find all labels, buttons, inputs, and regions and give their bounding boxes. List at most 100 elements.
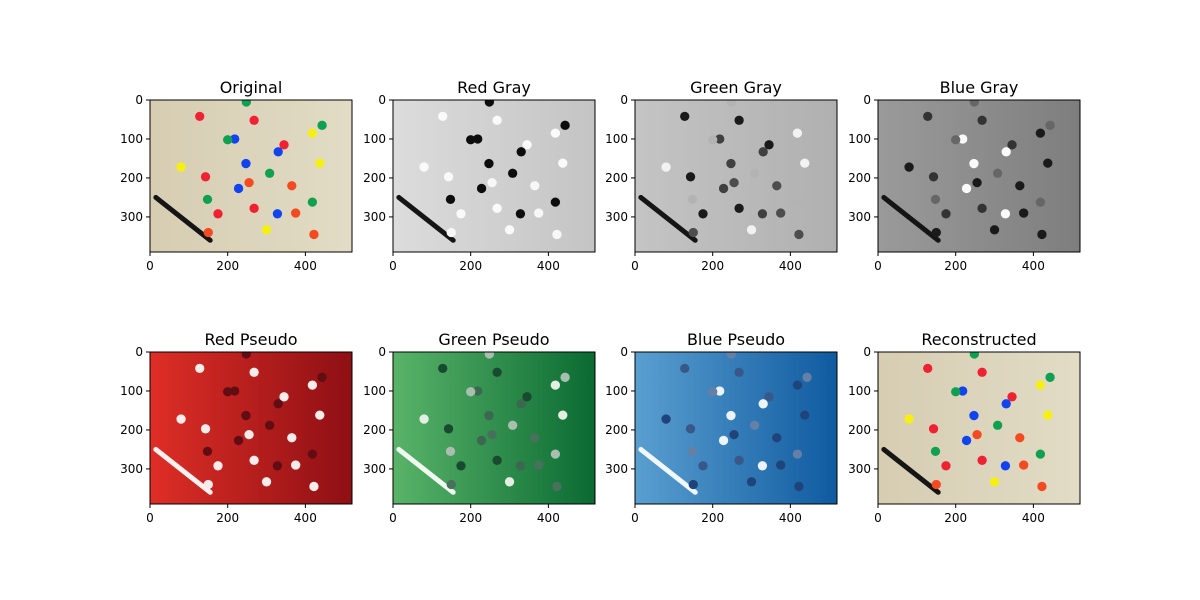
y-tick-label: 100 [848, 132, 871, 146]
x-tick-label: 200 [459, 259, 482, 273]
image-red-pseudo [150, 352, 352, 504]
disc-green [992, 168, 1003, 178]
x-tick-label: 200 [216, 511, 239, 525]
disc-green [264, 168, 275, 178]
disc-blue [758, 147, 768, 157]
disc-green [687, 446, 698, 457]
disc-blue [272, 209, 283, 219]
disc-orange [931, 227, 941, 238]
disc-yellow [800, 410, 810, 420]
disc-red [438, 111, 448, 122]
disc-orange [244, 177, 254, 188]
x-tick-label: 400 [1022, 511, 1045, 525]
disc-orange [931, 479, 941, 490]
disc-green [749, 420, 760, 430]
disc-green [930, 446, 941, 457]
disc-green [992, 420, 1003, 430]
disc-yellow [315, 158, 325, 168]
disc-yellow [558, 410, 568, 420]
x-tick-label: 400 [537, 511, 560, 525]
image-green-pseudo [393, 352, 595, 504]
disc-blue [718, 183, 729, 194]
y-tick-label: 200 [605, 423, 628, 437]
disc-red [249, 455, 259, 466]
disc-blue [473, 134, 483, 144]
disc-yellow [176, 162, 186, 172]
disc-yellow [800, 158, 810, 168]
disc-red [1007, 140, 1017, 150]
disc-green [507, 168, 518, 178]
y-tick-label: 100 [120, 384, 143, 398]
disc-green [466, 387, 476, 397]
disc-yellow [261, 477, 272, 487]
panel-green-gray: Green Gray 0 200 400 0 100 200 300 [605, 78, 838, 273]
y-tick-label: 0 [863, 93, 871, 107]
subplot-title: Blue Gray [940, 78, 1019, 97]
disc-yellow [1035, 128, 1046, 138]
disc-yellow [1035, 380, 1046, 390]
disc-orange [794, 481, 804, 492]
disc-blue [241, 158, 251, 169]
disc-orange [552, 481, 562, 492]
y-tick-label: 0 [135, 345, 143, 359]
x-tick-label: 0 [389, 511, 397, 525]
disc-green [687, 194, 698, 205]
x-tick-label: 200 [944, 259, 967, 273]
disc-blue [969, 410, 979, 421]
disc-red [680, 111, 690, 122]
disc-green [264, 420, 275, 430]
panel-reconstructed: Reconstructed 0 200 400 0 100 200 300 [848, 330, 1081, 525]
disc-yellow [315, 410, 325, 420]
disc-yellow [661, 162, 671, 172]
disc-green [202, 446, 213, 457]
disc-orange [1019, 208, 1029, 218]
disc-yellow [792, 128, 803, 138]
x-tick-label: 0 [631, 259, 639, 273]
disc-yellow [504, 477, 515, 487]
disc-yellow [904, 162, 914, 172]
disc-red [977, 455, 987, 466]
disc-blue [715, 386, 725, 396]
subplot-title: Red Gray [457, 78, 531, 97]
disc-orange [688, 479, 698, 490]
panel-blue-gray: Blue Gray 0 200 400 0 100 200 300 [848, 78, 1081, 273]
disc-green [466, 135, 476, 145]
disc-yellow [504, 225, 515, 235]
x-tick-label: 0 [389, 259, 397, 273]
disc-yellow [746, 477, 757, 487]
y-tick-label: 0 [620, 93, 628, 107]
disc-green [969, 352, 979, 359]
y-tick-label: 300 [605, 462, 628, 476]
disc-orange [1037, 229, 1047, 240]
disc-blue [273, 399, 283, 409]
disc-red [195, 363, 205, 374]
disc-orange [729, 429, 739, 440]
disc-green [708, 135, 718, 145]
y-tick-label: 0 [378, 93, 386, 107]
disc-red [438, 363, 448, 374]
disc-orange [287, 433, 297, 443]
subplot-title: Reconstructed [921, 330, 1036, 349]
disc-orange [487, 177, 497, 188]
pen [638, 446, 698, 495]
y-tick-label: 0 [378, 345, 386, 359]
disc-green [223, 387, 233, 397]
disc-green [560, 120, 570, 130]
disc-blue [484, 158, 494, 169]
disc-orange [772, 433, 782, 443]
y-tick-label: 200 [120, 171, 143, 185]
disc-green [317, 372, 327, 382]
subplot-grid: Original 0 200 400 0 100 200 300 Red Gray 0 200 400… [120, 78, 1081, 525]
disc-red [249, 115, 259, 125]
disc-blue [272, 461, 283, 471]
y-tick-label: 100 [120, 132, 143, 146]
disc-orange [446, 227, 456, 238]
disc-orange [446, 479, 456, 490]
disc-yellow [792, 380, 803, 390]
disc-red [213, 461, 223, 471]
disc-red [923, 111, 933, 122]
disc-red [522, 140, 532, 150]
axes-frame [877, 351, 1081, 505]
disc-orange [203, 479, 213, 490]
